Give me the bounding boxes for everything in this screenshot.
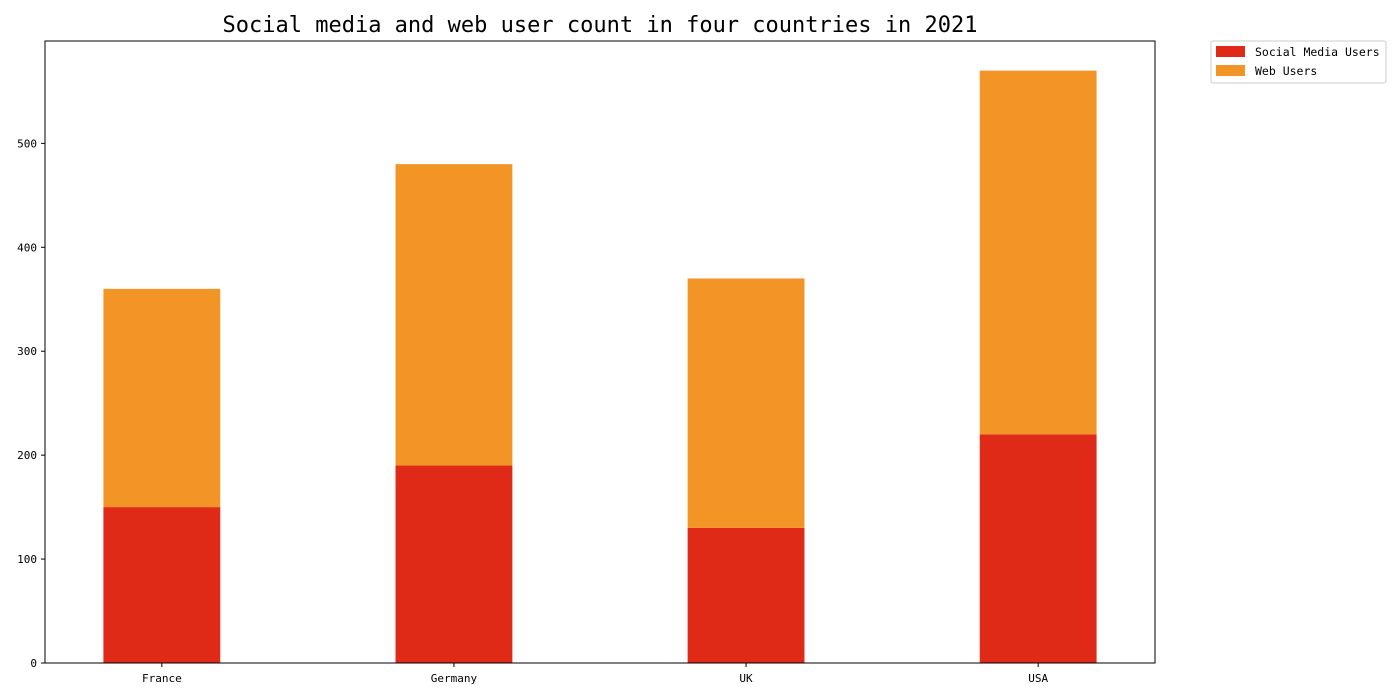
y-tick-label: 500 — [17, 137, 37, 150]
y-tick-label: 0 — [30, 657, 37, 670]
bar-usa-series-1 — [979, 70, 1097, 435]
bar-usa-series-0 — [979, 434, 1097, 663]
bar-france-series-1 — [103, 288, 221, 508]
legend-label: Social Media Users — [1255, 45, 1380, 59]
y-tick-label: 300 — [17, 345, 37, 358]
legend-items: Social Media Users Web Users — [1216, 45, 1380, 78]
plot-frame — [44, 40, 1156, 664]
x-tick-label: France — [142, 672, 182, 685]
legend-label: Web Users — [1255, 64, 1317, 78]
bar-germany-series-0 — [395, 465, 513, 663]
bars — [103, 70, 1097, 663]
x-tick-label: Germany — [431, 672, 478, 685]
x-tick-label: UK — [739, 672, 753, 685]
x-tick-label: USA — [1028, 672, 1048, 685]
y-axis: 0 100 200 300 400 500 — [17, 137, 45, 670]
x-axis: France Germany UK USA — [142, 663, 1048, 685]
bar-uk-series-0 — [687, 527, 805, 663]
y-tick-label: 400 — [17, 241, 37, 254]
bar-uk-series-1 — [687, 278, 805, 528]
y-tick-label: 100 — [17, 553, 37, 566]
legend-swatch — [1216, 46, 1245, 57]
legend: Social Media Users Web Users — [1210, 40, 1387, 84]
y-tick-label: 200 — [17, 449, 37, 462]
bar-germany-series-1 — [395, 164, 513, 466]
legend-frame — [1210, 40, 1387, 84]
bar-france-series-0 — [103, 507, 221, 663]
chart-title: Social media and web user count in four … — [223, 13, 978, 38]
legend-swatch — [1216, 65, 1245, 76]
